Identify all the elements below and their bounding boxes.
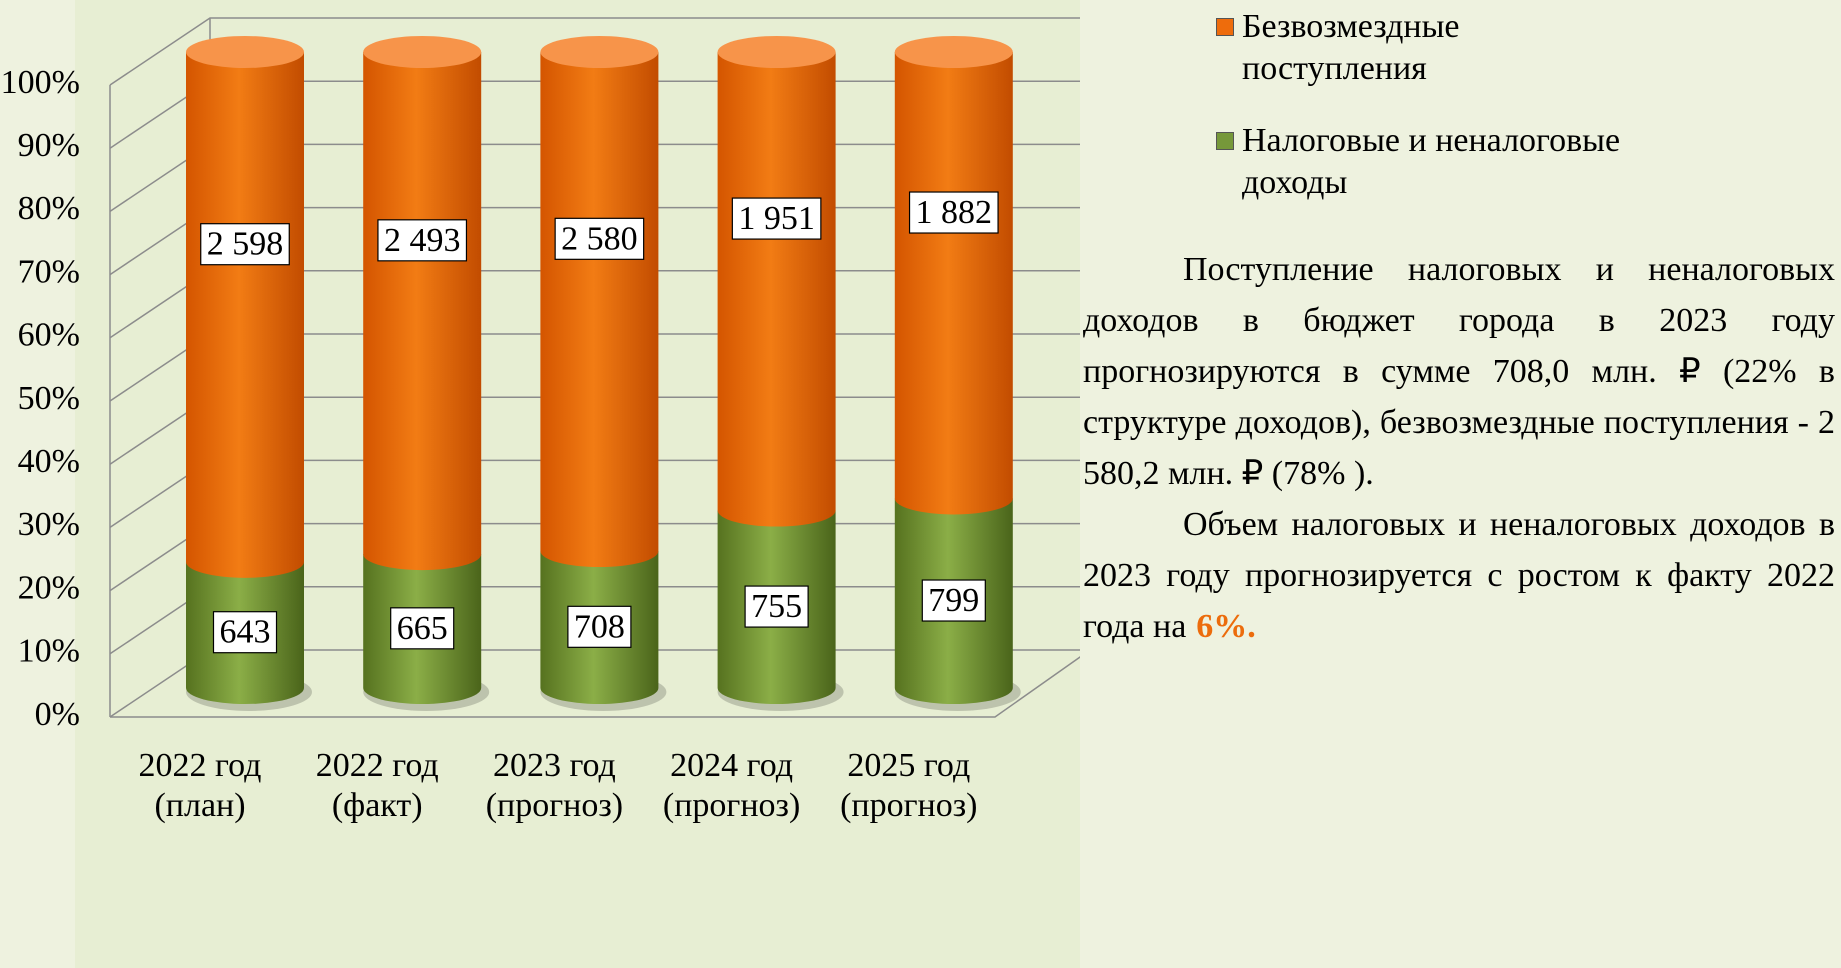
x-tick-label: (факт)	[332, 787, 423, 824]
y-tick-label: 70%	[18, 253, 80, 290]
legend: Безвозмездные поступления Налоговые и нен…	[1212, 6, 1642, 234]
legend-swatch	[1216, 132, 1234, 150]
y-tick-label: 20%	[18, 569, 80, 606]
y-tick-label: 100%	[1, 64, 80, 101]
data-label-box	[212, 611, 278, 654]
x-tick-label: (прогноз)	[840, 787, 977, 824]
chart: 0% 10% 20% 30% 40% 50% 60% 70% 80% 90% 100% 643 2 59…	[1, 0, 1080, 968]
y-tick-label: 30%	[18, 506, 80, 543]
data-label: 708	[567, 605, 632, 648]
y-tick-label: 0%	[35, 696, 80, 733]
paragraph-text: Объем налоговых и неналоговых доходов в …	[1083, 506, 1835, 645]
bar-top	[363, 36, 482, 68]
data-label-text: 2 598	[207, 226, 284, 263]
data-label-text: 2 580	[561, 220, 638, 257]
y-tick-label: 50%	[18, 380, 80, 417]
y-tick-label: 10%	[18, 633, 80, 670]
bar-top	[186, 36, 304, 68]
data-label: 2 598	[200, 223, 290, 266]
x-tick-label: 2022 год	[316, 747, 439, 784]
y-tick-label: 80%	[18, 190, 80, 227]
data-label: 755	[744, 585, 809, 628]
x-tick-label: (прогноз)	[663, 787, 800, 824]
paragraph: Объем налоговых и неналоговых доходов в …	[1083, 499, 1835, 652]
data-label-box	[744, 585, 809, 628]
y-tick-label: 40%	[18, 443, 80, 480]
bar	[186, 52, 304, 578]
data-label: 799	[921, 579, 986, 622]
data-label: 643	[212, 611, 278, 654]
data-label-text: 665	[397, 610, 448, 647]
data-label-box	[200, 223, 290, 266]
x-tick-label: 2023 год	[493, 747, 616, 784]
data-label-text: 799	[928, 582, 979, 619]
data-label-text: 755	[751, 588, 802, 625]
x-tick-label: (прогноз)	[486, 787, 623, 824]
data-label-box	[731, 197, 822, 240]
x-tick-label: 2024 год	[670, 747, 793, 784]
data-label-box	[377, 219, 468, 262]
bar	[717, 52, 836, 527]
legend-label: Налоговые и неналоговые доходы	[1242, 122, 1621, 201]
data-label: 2 580	[554, 217, 645, 260]
data-label-text: 643	[220, 614, 271, 651]
legend-swatch	[1216, 18, 1234, 36]
x-tick-label: (план)	[154, 787, 245, 824]
legend-item: Безвозмездные поступления	[1212, 6, 1642, 90]
bar	[363, 52, 482, 571]
text-block: Поступление налоговых и неналоговых дохо…	[1083, 244, 1835, 652]
data-label-text: 2 493	[384, 222, 461, 259]
bar-top	[540, 36, 659, 68]
paragraph: Поступление налоговых и неналоговых дохо…	[1083, 251, 1835, 492]
x-tick-label: 2022 год	[139, 747, 262, 784]
highlight: 6%.	[1196, 608, 1256, 645]
data-label-text: 1 882	[916, 194, 993, 231]
data-label: 1 951	[731, 197, 822, 240]
bar-top	[894, 36, 1013, 68]
data-label-text: 1 951	[738, 200, 815, 237]
bar	[894, 52, 1013, 515]
data-label: 1 882	[908, 191, 999, 234]
floor	[110, 656, 1080, 718]
x-tick-label: 2025 год	[847, 747, 970, 784]
y-tick-label: 60%	[18, 317, 80, 354]
data-label: 2 493	[377, 219, 468, 262]
data-label: 665	[390, 607, 455, 650]
legend-label: Безвозмездные поступления	[1242, 8, 1460, 87]
legend-item: Налоговые и неналоговые доходы	[1212, 120, 1642, 204]
data-label-box	[921, 579, 986, 622]
data-label-text: 708	[574, 608, 625, 645]
y-tick-label: 90%	[18, 127, 80, 164]
bar	[540, 52, 659, 568]
data-label-box	[554, 217, 645, 260]
bar-top	[717, 36, 836, 68]
data-label-box	[567, 605, 632, 648]
data-label-box	[908, 191, 999, 234]
data-label-box	[390, 607, 455, 650]
